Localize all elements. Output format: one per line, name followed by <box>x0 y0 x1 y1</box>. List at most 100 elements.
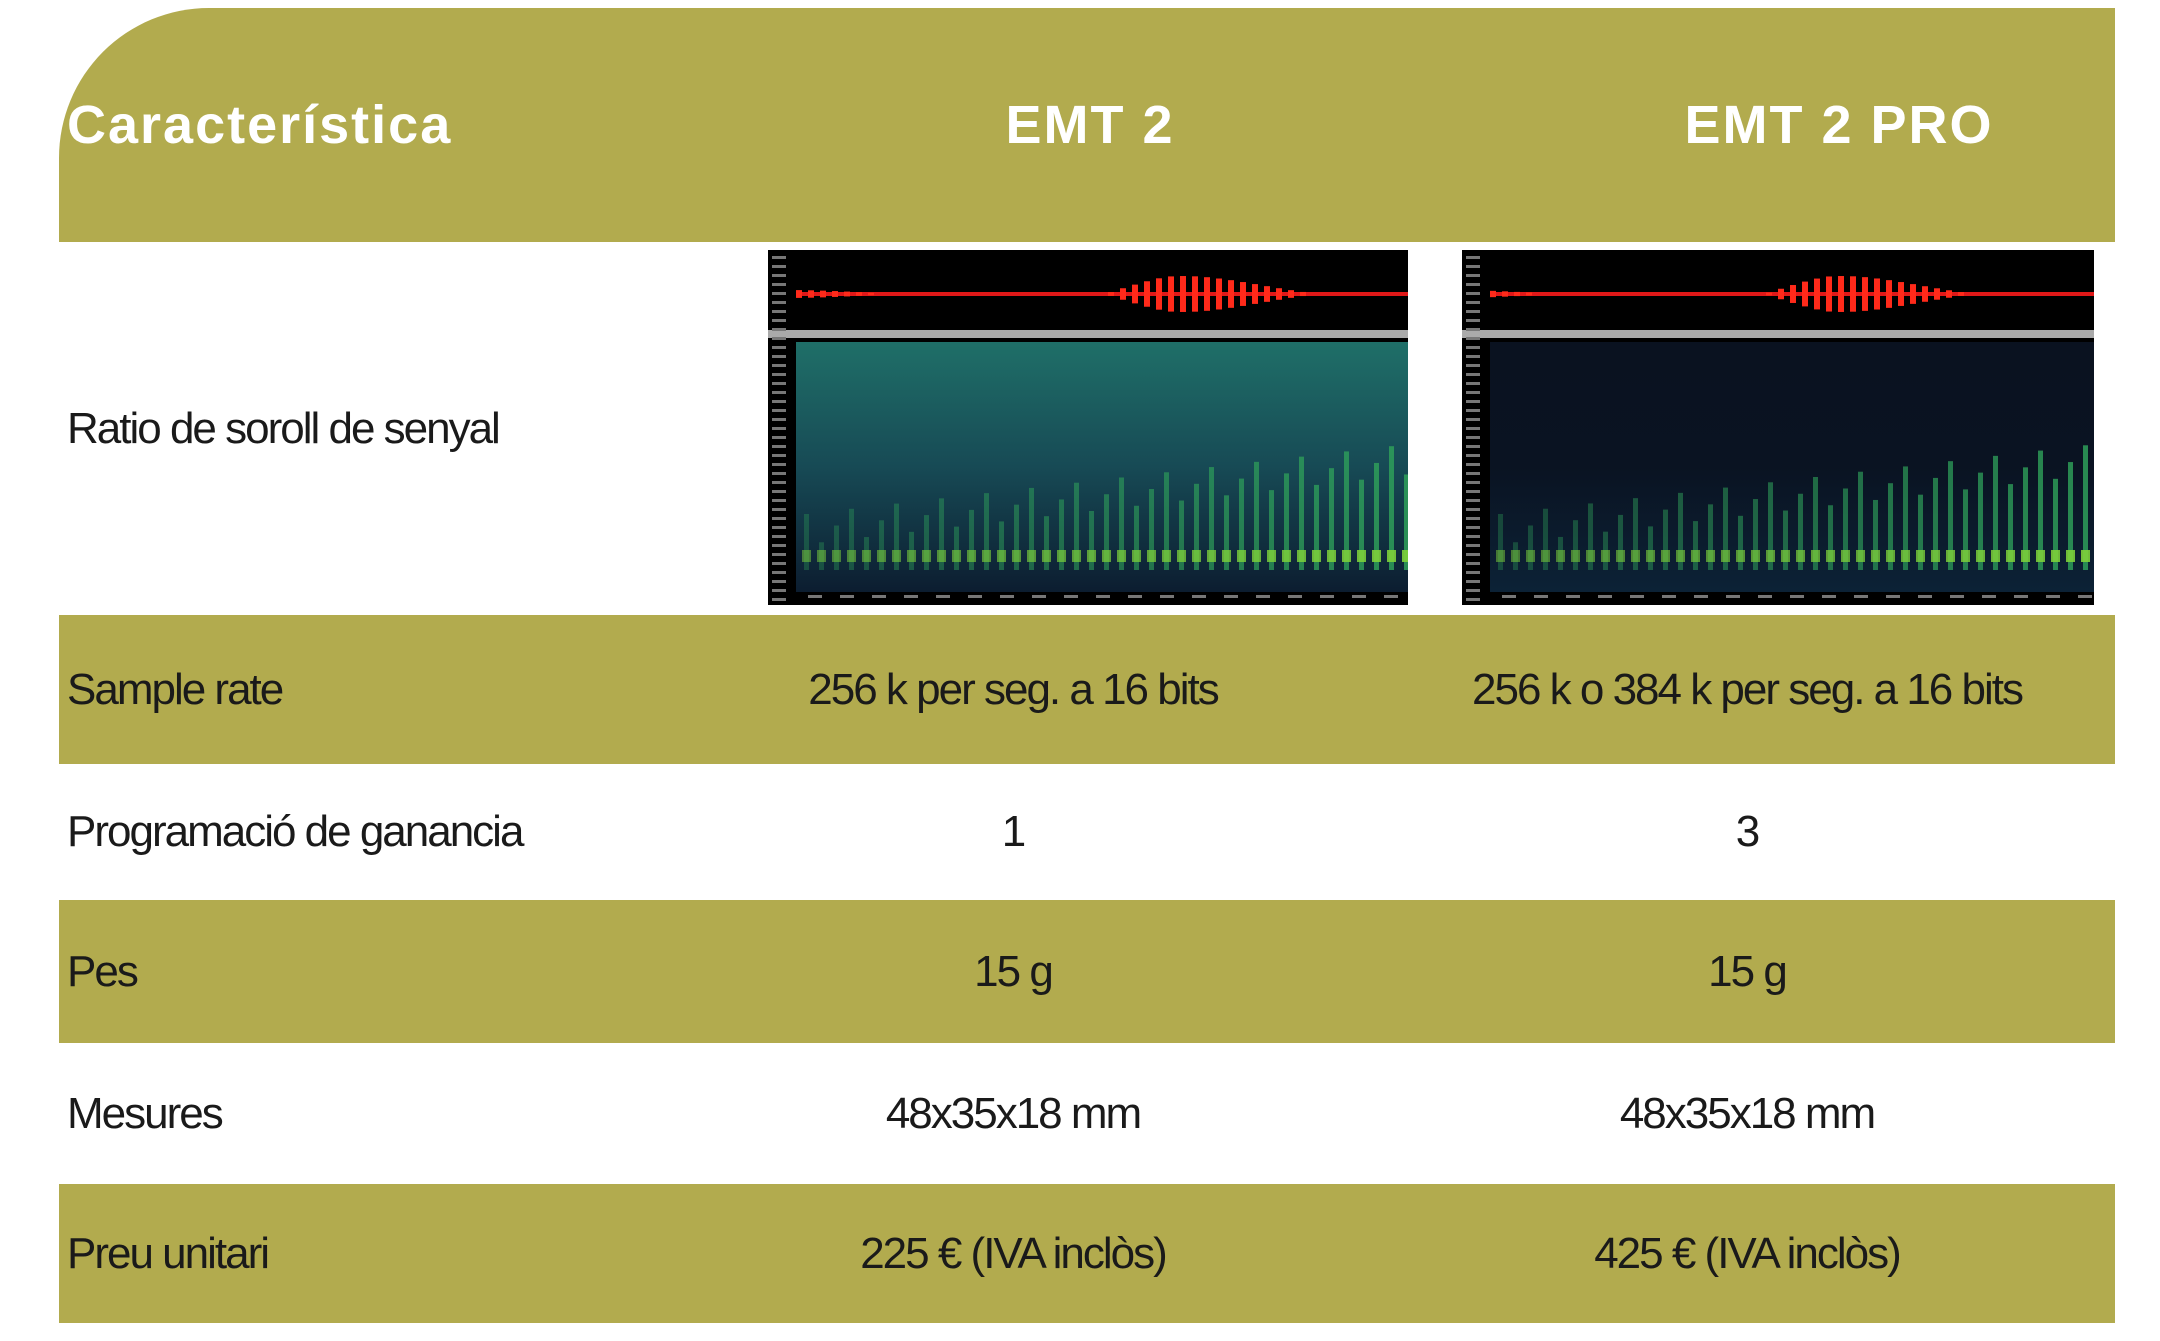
image-part <box>1014 504 1019 570</box>
image-part <box>772 580 786 583</box>
image-part <box>1490 290 1496 298</box>
image-part <box>1573 520 1578 570</box>
image-part <box>1691 550 1700 562</box>
image-part <box>1586 550 1595 562</box>
image-part <box>1117 550 1126 562</box>
image-part <box>1466 454 1480 457</box>
image-part <box>1598 595 1612 598</box>
image-part <box>1252 284 1258 304</box>
image-part <box>1768 482 1773 570</box>
image-part <box>1300 291 1306 297</box>
image-part <box>1961 550 1970 562</box>
image-part <box>1466 508 1480 511</box>
image-part <box>802 550 811 562</box>
image-part <box>1466 328 1480 331</box>
image-part <box>1843 488 1848 570</box>
image-part <box>772 283 786 286</box>
image-part <box>1466 310 1480 313</box>
image-part <box>844 291 850 297</box>
image-part <box>2081 550 2090 562</box>
image-part <box>1387 550 1396 562</box>
image-part <box>2021 550 2030 562</box>
image-part <box>1192 276 1198 312</box>
image-part <box>1074 482 1079 570</box>
row-label: Preu unitari <box>67 1228 270 1278</box>
image-part <box>1466 481 1480 484</box>
image-part <box>1778 288 1784 300</box>
image-part <box>1958 292 1964 296</box>
image-part <box>1240 282 1246 306</box>
image-part <box>1012 550 1021 562</box>
image-part <box>1854 595 1868 598</box>
image-part <box>1267 550 1276 562</box>
image-part <box>1299 456 1304 570</box>
image-part <box>1490 342 2094 592</box>
image-part <box>1044 516 1049 570</box>
image-part <box>772 391 786 394</box>
image-part <box>1288 595 1302 598</box>
image-part <box>772 544 786 547</box>
image-part <box>772 373 786 376</box>
image-part <box>772 553 786 556</box>
image-part <box>1798 493 1803 570</box>
image-part <box>1886 595 1900 598</box>
image-part <box>1264 286 1270 302</box>
image-part <box>804 514 809 570</box>
table-row: Pes 15 g 15 g <box>59 900 2115 1043</box>
image-part <box>1736 550 1745 562</box>
image-part <box>1466 355 1480 358</box>
image-part <box>954 526 959 570</box>
image-part <box>1618 514 1623 570</box>
image-part <box>1162 550 1171 562</box>
image-part <box>1312 550 1321 562</box>
image-part <box>1327 550 1336 562</box>
image-part <box>1237 550 1246 562</box>
image-part <box>772 292 786 295</box>
image-part <box>1144 281 1150 307</box>
image-part <box>1207 550 1216 562</box>
image-part <box>772 409 786 412</box>
image-part <box>1194 483 1199 570</box>
table-row: Mesures 48x35x18 mm 48x35x18 mm <box>59 1043 2115 1184</box>
cell-value: 15 g <box>974 946 1054 996</box>
image-part <box>2038 450 2043 570</box>
image-part <box>808 595 822 598</box>
image-part <box>1156 278 1162 310</box>
image-part <box>772 274 786 277</box>
image-part <box>1871 550 1880 562</box>
image-part <box>1931 550 1940 562</box>
row-label: Ratio de soroll de senyal <box>67 403 501 453</box>
image-part <box>1534 595 1548 598</box>
image-part <box>1128 595 1142 598</box>
image-part <box>1359 479 1364 570</box>
image-part <box>1934 288 1940 300</box>
image-part <box>1796 550 1805 562</box>
image-part <box>999 521 1004 570</box>
image-part <box>796 292 1408 296</box>
image-part <box>1708 504 1713 570</box>
image-part <box>772 463 786 466</box>
image-part <box>1502 595 1516 598</box>
image-part <box>772 265 786 268</box>
row-label: Mesures <box>67 1088 224 1138</box>
image-part <box>1389 446 1394 570</box>
image-part <box>2036 550 2045 562</box>
image-part <box>772 454 786 457</box>
image-part <box>1402 550 1408 562</box>
image-part <box>772 571 786 574</box>
image-part <box>1192 550 1201 562</box>
image-part <box>772 328 786 331</box>
image-part <box>1850 276 1856 312</box>
image-part <box>1466 436 1480 439</box>
image-part <box>1119 477 1124 570</box>
cell-value: 1 <box>1001 807 1026 856</box>
image-part <box>1933 477 1938 570</box>
image-part <box>2046 595 2060 598</box>
image-part <box>1466 598 1480 601</box>
image-part <box>1466 301 1480 304</box>
image-part <box>1276 288 1282 300</box>
image-part <box>877 550 886 562</box>
image-part <box>1466 472 1480 475</box>
image-part <box>936 595 950 598</box>
image-part <box>1873 499 1878 570</box>
